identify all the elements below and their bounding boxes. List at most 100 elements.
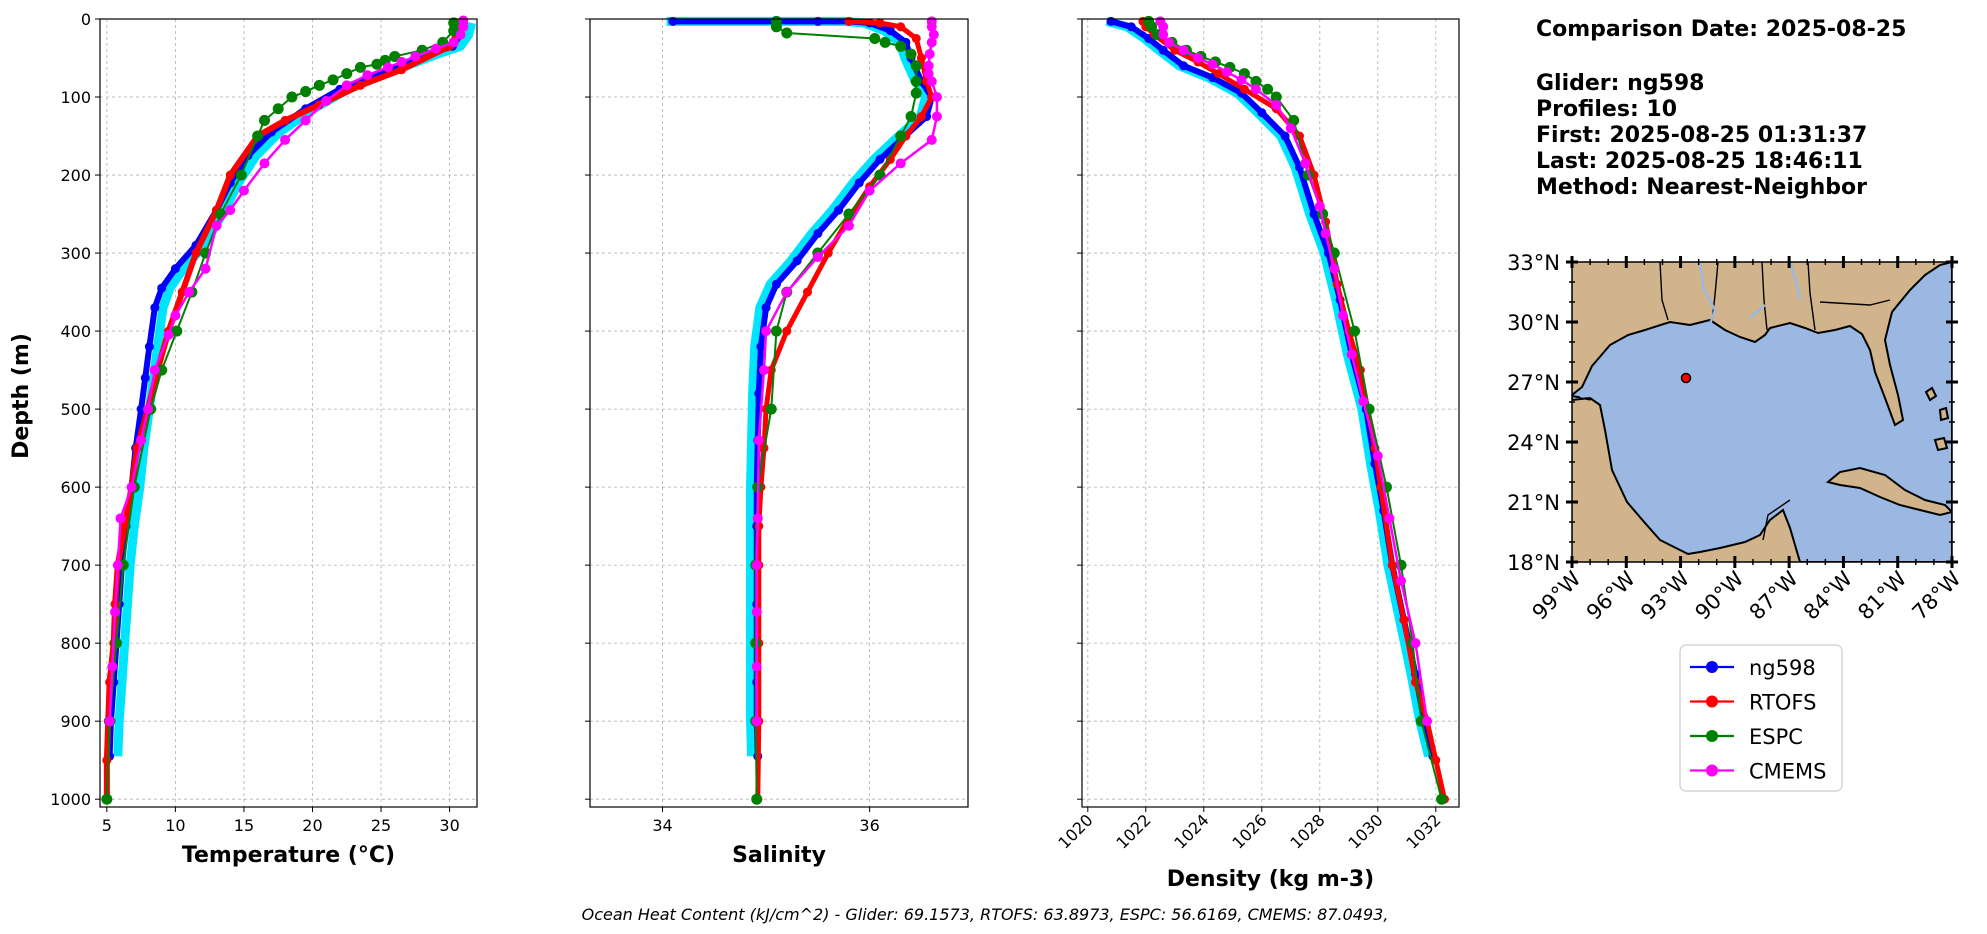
data-point-rtofs: [102, 755, 112, 765]
x-tick-label: 1028: [1286, 810, 1328, 852]
map-lat-label: 18°N: [1507, 551, 1560, 575]
data-point-cmems: [753, 435, 764, 446]
data-point-espc: [770, 21, 782, 33]
legend-label: ESPC: [1749, 725, 1803, 749]
x-tick-label: 1026: [1228, 810, 1270, 852]
x-tick-label: 1024: [1170, 810, 1212, 852]
data-point-espc: [910, 75, 922, 87]
data-point-glider: [854, 178, 864, 188]
legend-label: CMEMS: [1749, 760, 1827, 784]
data-point-espc: [905, 48, 917, 60]
data-point-cmems: [926, 76, 937, 87]
data-point-glider: [136, 404, 146, 414]
glider-spread-line: [113, 21, 476, 757]
data-point-cmems: [751, 716, 762, 727]
legend: ng598 RTOFS ESPC CMEMS: [1679, 644, 1843, 792]
data-point-glider: [157, 283, 167, 293]
map-lon-label: 99°W: [1528, 566, 1586, 624]
data-point-cmems: [926, 21, 937, 32]
data-point-rtofs: [844, 16, 854, 26]
data-point-cmems: [751, 606, 762, 617]
data-point-rtofs: [1213, 69, 1223, 79]
data-point-glider: [1257, 108, 1267, 118]
data-point-espc: [770, 325, 782, 337]
data-point-espc: [910, 87, 922, 99]
y-tick-label: 1000: [50, 790, 91, 809]
data-point-espc: [781, 27, 793, 39]
data-point-cmems: [455, 29, 466, 40]
data-point-glider: [668, 16, 678, 26]
data-point-espc: [751, 793, 763, 805]
data-point-cmems: [112, 560, 123, 571]
data-point-espc: [765, 403, 777, 415]
y-tick-label: 900: [60, 712, 91, 731]
data-point-espc: [313, 79, 325, 91]
data-point-glider: [1179, 61, 1188, 71]
map-lat-label: 27°N: [1507, 371, 1560, 395]
x-tick-label: 1020: [1054, 810, 1096, 852]
data-point-glider: [756, 342, 766, 352]
legend-label: RTOFS: [1749, 691, 1816, 715]
y-tick-label: 0: [81, 10, 91, 29]
series-espc: [101, 17, 460, 805]
map-lon-label: 96°W: [1582, 566, 1640, 624]
data-point-cmems: [926, 134, 937, 145]
data-point-cmems: [341, 80, 352, 91]
data-point-glider: [140, 373, 150, 383]
data-point-cmems: [163, 329, 174, 340]
data-point-rtofs: [1239, 84, 1249, 94]
data-point-rtofs: [355, 80, 365, 90]
legend-entry-cmems: CMEMS: [1690, 760, 1827, 784]
map-frame: [1571, 261, 1953, 563]
legend-entry-glider: ng598: [1690, 656, 1816, 680]
data-point-espc: [1146, 21, 1158, 33]
method-label: Method: Nearest-Neighbor: [1536, 175, 1867, 200]
depth-axis-label: Depth (m): [9, 333, 34, 459]
data-point-rtofs: [225, 170, 235, 180]
glider-position-marker: [1680, 372, 1692, 384]
data-point-espc: [101, 793, 113, 805]
data-point-rtofs: [916, 53, 926, 63]
data-point-rtofs: [280, 115, 290, 125]
data-point-cmems: [170, 310, 181, 321]
map-lat-label: 33°N: [1507, 251, 1560, 275]
data-point-cmems: [923, 60, 934, 71]
data-point-cmems: [110, 606, 121, 617]
data-point-glider: [875, 154, 885, 164]
x-tick-label: 1032: [1402, 810, 1444, 852]
data-point-glider: [1309, 209, 1319, 219]
legend-entry-espc: ESPC: [1690, 725, 1803, 749]
data-point-glider: [150, 303, 160, 313]
data-point-cmems: [1320, 228, 1331, 239]
data-point-espc: [252, 130, 264, 142]
data-point-espc: [371, 58, 383, 70]
data-point-cmems: [184, 287, 195, 298]
data-point-rtofs: [875, 18, 885, 28]
data-point-cmems: [752, 513, 763, 524]
data-point-cmems: [928, 29, 939, 40]
data-point-espc: [354, 61, 366, 73]
series-line-glider: [106, 19, 467, 760]
data-point-rtofs: [120, 521, 130, 531]
data-point-cmems: [1222, 67, 1232, 78]
data-point-espc: [879, 36, 891, 48]
map-rivers: [1698, 262, 1802, 331]
data-point-glider: [813, 229, 823, 239]
data-point-rtofs: [916, 112, 926, 122]
data-point-cmems: [1422, 716, 1433, 727]
data-point-glider: [792, 256, 802, 266]
ocean-heat-content-footer: Ocean Heat Content (kJ/cm^2) - Glider: 6…: [582, 905, 1389, 924]
map-lon-label: 90°W: [1690, 566, 1748, 624]
data-point-cmems: [895, 158, 906, 169]
x-tick-label: 10: [165, 816, 185, 835]
data-point-cmems: [926, 37, 937, 48]
y-tick-label: 300: [60, 244, 91, 263]
series-cmems: [1155, 16, 1433, 727]
data-point-cmems: [758, 365, 769, 376]
data-point-cmems: [931, 92, 942, 103]
data-point-espc: [1436, 793, 1448, 805]
data-point-cmems: [1384, 513, 1395, 524]
data-point-cmems: [751, 661, 762, 672]
data-point-espc: [1270, 91, 1282, 103]
